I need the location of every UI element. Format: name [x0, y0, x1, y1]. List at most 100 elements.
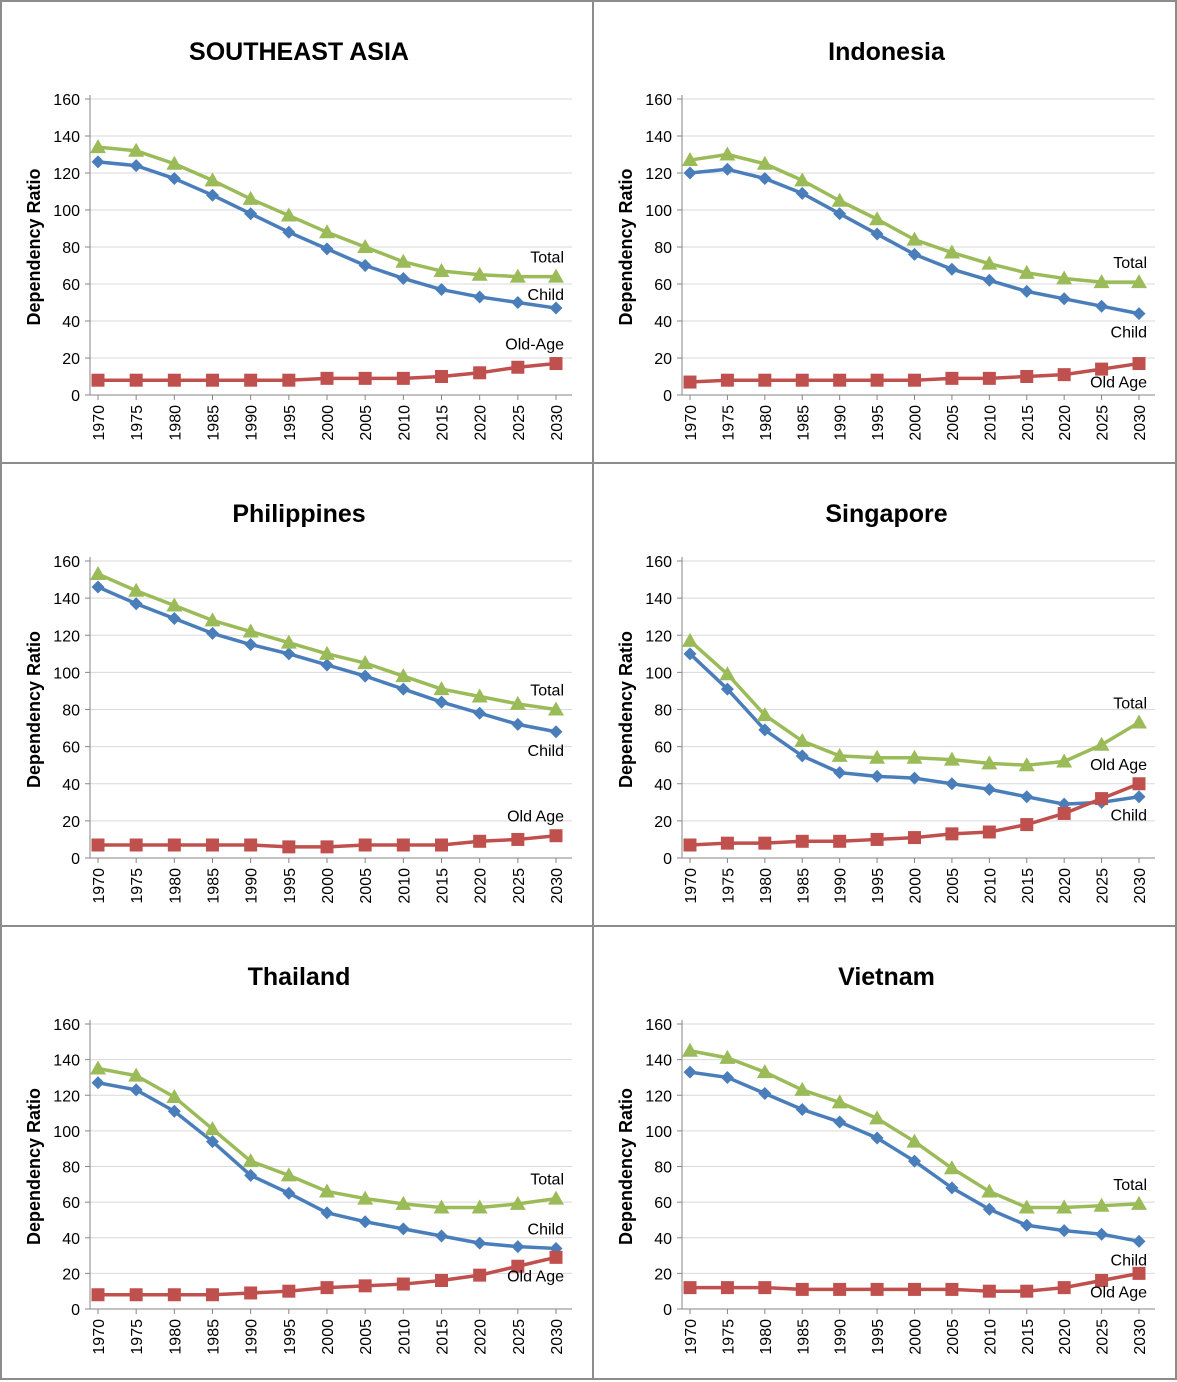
data-point-child — [167, 1104, 181, 1118]
data-point-child — [945, 1181, 959, 1195]
data-point-child — [908, 247, 921, 261]
x-tick-label: 2005 — [358, 1319, 375, 1355]
data-point-old-age — [511, 1259, 525, 1273]
x-tick-label: 2000 — [908, 1319, 925, 1355]
series-total: Total — [90, 139, 564, 283]
data-point-old-age — [129, 838, 143, 852]
data-point-old-age — [1132, 777, 1146, 791]
x-tick-label: 2030 — [549, 405, 566, 441]
data-point-total — [869, 211, 886, 226]
data-point-old-age — [435, 1274, 448, 1287]
data-point-total — [471, 688, 488, 703]
data-point-total — [682, 152, 698, 167]
data-point-child — [282, 647, 296, 661]
x-tick-label: 2020 — [1057, 868, 1074, 904]
data-point-total — [395, 1195, 412, 1210]
y-tick-label: 160 — [53, 92, 80, 109]
data-point-child — [683, 166, 697, 180]
y-axis-label: Dependency Ratio — [616, 168, 636, 325]
series-label-total: Total — [530, 1172, 564, 1189]
data-point-old-age — [320, 840, 334, 854]
y-tick-label: 20 — [654, 814, 672, 831]
y-tick-label: 120 — [53, 628, 80, 645]
series-label-child: Child — [528, 743, 564, 760]
data-point-old-age — [91, 838, 105, 852]
data-point-child — [945, 262, 959, 276]
data-point-total — [548, 1190, 564, 1205]
data-point-child — [758, 1086, 772, 1100]
data-point-total — [242, 623, 259, 638]
data-point-total — [128, 582, 145, 597]
y-tick-label: 60 — [654, 277, 672, 294]
line-chart: Philippines Dependency Ratio 0 20 40 60 80 100 1… — [24, 500, 572, 904]
data-point-old-age — [1132, 357, 1146, 371]
x-tick-label: 2025 — [511, 868, 528, 904]
data-point-total — [794, 733, 811, 748]
data-point-child — [549, 725, 563, 739]
x-tick-label: 2025 — [511, 405, 528, 441]
data-point-total — [509, 268, 526, 283]
chart-panel-thailand: Thailand Dependency Ratio 0 20 40 60 80 100 120 1… — [0, 925, 594, 1380]
data-point-old-age — [1132, 1266, 1146, 1280]
data-point-old-age — [91, 373, 105, 387]
chart-title: Thailand — [248, 963, 351, 991]
data-point-total — [242, 1153, 259, 1168]
y-tick-label: 160 — [645, 554, 672, 571]
series-total: Total — [682, 146, 1147, 289]
y-tick-label: 120 — [645, 166, 672, 183]
data-point-total — [1018, 1199, 1035, 1214]
data-point-total — [357, 1190, 374, 1205]
x-tick-label: 2010 — [396, 405, 413, 441]
series-old-age: Old Age — [683, 1266, 1147, 1301]
data-point-child — [129, 597, 143, 611]
data-point-child — [91, 1076, 105, 1090]
y-tick-label: 140 — [53, 591, 80, 608]
line-chart: Indonesia Dependency Ratio 0 20 40 60 80 100 120… — [616, 38, 1155, 441]
data-point-child — [511, 1240, 525, 1254]
x-tick-label: 1990 — [244, 405, 261, 441]
y-tick-label: 20 — [62, 814, 80, 831]
y-tick-label: 20 — [62, 351, 80, 368]
x-tick-label: 2015 — [435, 868, 452, 904]
y-tick-label: 0 — [71, 851, 80, 868]
data-point-child — [982, 273, 996, 287]
data-point-child — [320, 242, 334, 256]
data-point-child — [206, 626, 219, 640]
series-child: Child — [91, 155, 564, 315]
y-tick-label: 20 — [654, 1266, 672, 1283]
data-point-child — [982, 1202, 996, 1216]
data-point-old-age — [320, 1281, 334, 1295]
y-tick-label: 20 — [62, 1266, 80, 1283]
series-old-age: Old Age — [91, 1250, 564, 1302]
chart-panel-philippines: Philippines Dependency Ratio 0 20 40 60 80 100 1… — [0, 462, 594, 929]
data-point-old-age — [549, 357, 563, 371]
x-tick-label: 1990 — [833, 868, 850, 904]
y-tick-label: 140 — [53, 129, 80, 146]
data-point-total — [204, 612, 221, 627]
x-tick-label: 1995 — [282, 868, 299, 904]
data-point-child — [129, 1083, 143, 1097]
series-old-age: Old Age — [91, 809, 564, 854]
data-point-total — [319, 224, 335, 239]
data-point-total — [433, 263, 450, 278]
data-point-total — [319, 645, 335, 660]
data-point-total — [280, 1167, 297, 1182]
series-total: Total — [90, 1060, 564, 1214]
y-tick-label: 100 — [645, 665, 672, 682]
data-point-total — [682, 1042, 698, 1057]
x-tick-label: 2030 — [1132, 405, 1149, 441]
y-tick-label: 100 — [53, 203, 80, 220]
x-tick-label: 2005 — [945, 1319, 962, 1355]
data-point-child — [206, 188, 219, 202]
series-old-age: Old Age — [683, 357, 1147, 392]
y-tick-label: 160 — [645, 92, 672, 109]
data-point-child — [795, 186, 809, 200]
data-point-total — [433, 681, 450, 696]
data-point-total — [1056, 1199, 1073, 1214]
data-point-old-age — [129, 1288, 143, 1302]
y-tick-label: 40 — [654, 314, 672, 331]
data-point-total — [128, 1067, 145, 1082]
y-axis-label: Dependency Ratio — [24, 1088, 44, 1245]
y-tick-label: 100 — [645, 203, 672, 220]
series-total: Total — [682, 1042, 1147, 1214]
